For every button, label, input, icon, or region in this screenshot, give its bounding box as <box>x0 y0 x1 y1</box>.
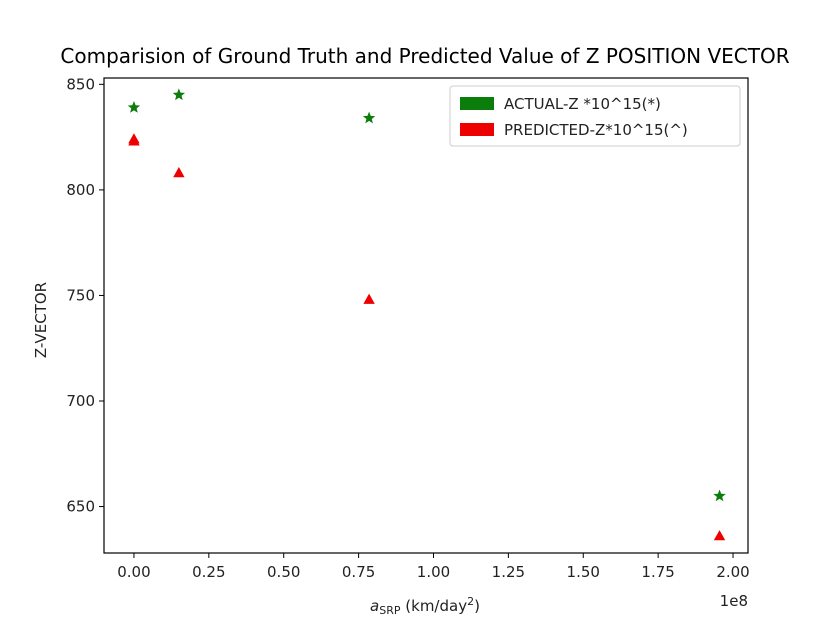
y-tick-label: 650 <box>66 498 95 516</box>
predicted-z-point <box>713 530 726 541</box>
y-tick-label: 850 <box>66 75 95 93</box>
x-tick-label: 1.50 <box>567 563 600 581</box>
legend-box <box>449 85 741 147</box>
y-tick-label: 750 <box>66 286 95 304</box>
legend-swatch <box>460 97 494 110</box>
x-tick-label: 0.50 <box>267 563 300 581</box>
x-tick-label: 2.00 <box>716 563 749 581</box>
actual-z-point <box>127 101 141 113</box>
legend-label: ACTUAL-Z *10^15(*) <box>504 95 661 113</box>
legend-swatch <box>460 123 494 136</box>
predicted-z-point <box>128 133 140 144</box>
chart-title: Comparision of Ground Truth and Predicte… <box>60 44 789 68</box>
x-axis-label-close: ) <box>474 597 480 615</box>
x-tick-label: 1.00 <box>417 563 450 581</box>
legend-label: PREDICTED-Z*10^15(^) <box>504 121 688 139</box>
y-tick-label: 700 <box>66 392 95 410</box>
predicted-z-point <box>363 293 375 304</box>
x-axis-label: aSRP (km/day2) <box>370 595 480 617</box>
x-axis-label-rest: (km/day <box>401 597 468 615</box>
y-tick-label: 800 <box>66 181 95 199</box>
x-tick-label: 0.75 <box>342 563 375 581</box>
actual-z-point <box>713 489 726 502</box>
x-axis-label-main: a <box>370 597 379 615</box>
predicted-z-point <box>173 167 185 178</box>
x-tick-label: 0.00 <box>117 563 150 581</box>
x-axis-offset-label: 1e8 <box>720 592 748 610</box>
x-axis-label-sub: SRP <box>379 604 401 617</box>
actual-z-point <box>362 111 376 124</box>
x-axis-label-sup: 2 <box>467 595 474 608</box>
x-tick-label: 1.75 <box>641 563 674 581</box>
data-points <box>127 88 726 541</box>
actual-z-point <box>172 88 186 101</box>
axis-ticks: 0.00 0.25 0.50 0.75 1.00 1.25 1.50 1.75 2.00 650 7… <box>66 75 749 581</box>
y-axis-label-group: Z-VECTOR <box>32 282 50 358</box>
legend: ACTUAL-Z *10^15(*) PREDICTED-Z*10^15(^) <box>449 85 741 147</box>
plot-frame <box>103 77 749 554</box>
x-tick-label: 1.25 <box>492 563 525 581</box>
y-axis-label: Z-VECTOR <box>32 282 50 358</box>
x-tick-label: 0.25 <box>192 563 225 581</box>
